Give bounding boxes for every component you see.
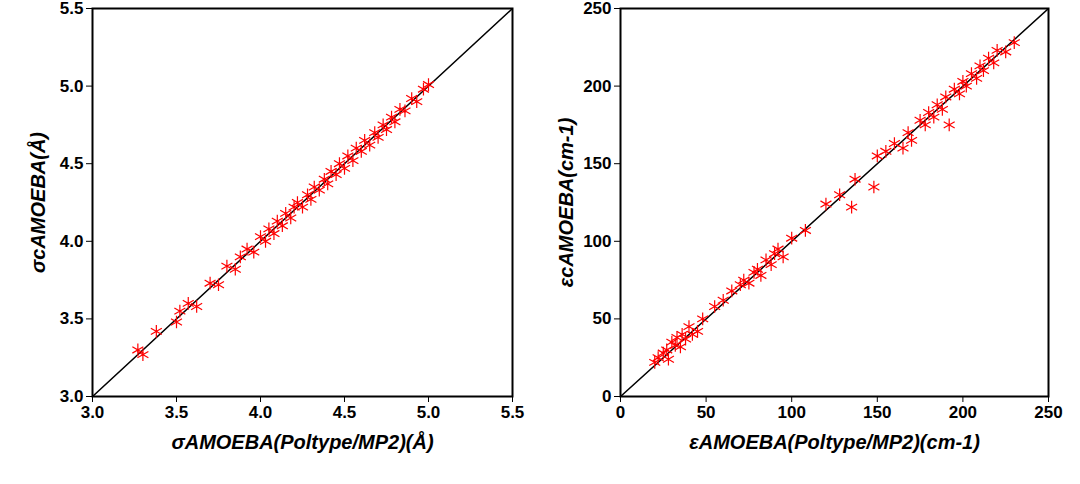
svg-text:5.0: 5.0	[417, 403, 441, 422]
svg-text:εcAMOEBA(cm-1): εcAMOEBA(cm-1)	[555, 117, 577, 287]
svg-text:4.5: 4.5	[60, 154, 84, 173]
svg-text:50: 50	[697, 403, 716, 422]
svg-text:3.0: 3.0	[81, 403, 105, 422]
svg-text:3.0: 3.0	[59, 386, 84, 406]
svg-text:5.0: 5.0	[60, 77, 84, 96]
svg-text:200: 200	[583, 77, 611, 96]
svg-text:εAMOEBA(Poltype/MP2)(cm-1): εAMOEBA(Poltype/MP2)(cm-1)	[689, 431, 980, 453]
svg-text:200: 200	[949, 403, 977, 422]
svg-text:50: 50	[593, 309, 612, 328]
svg-text:0: 0	[602, 387, 611, 406]
svg-text:0: 0	[616, 403, 625, 422]
svg-text:250: 250	[583, 0, 611, 18]
svg-text:5.5: 5.5	[60, 0, 84, 18]
svg-text:100: 100	[778, 403, 806, 422]
svg-text:σcAMOEBA(Å): σcAMOEBA(Å)	[26, 132, 49, 273]
svg-text:150: 150	[583, 154, 611, 173]
svg-text:4.5: 4.5	[333, 403, 357, 422]
svg-text:5.5: 5.5	[501, 403, 525, 422]
svg-text:150: 150	[863, 403, 891, 422]
svg-text:100: 100	[583, 232, 611, 251]
svg-text:σAMOEBA(Poltype/MP2)(Å): σAMOEBA(Poltype/MP2)(Å)	[171, 430, 433, 453]
svg-text:4.0: 4.0	[249, 403, 273, 422]
svg-text:3.5: 3.5	[60, 309, 84, 328]
svg-text:4.0: 4.0	[60, 232, 84, 251]
svg-text:3.5: 3.5	[165, 403, 189, 422]
svg-text:250: 250	[1034, 403, 1062, 422]
